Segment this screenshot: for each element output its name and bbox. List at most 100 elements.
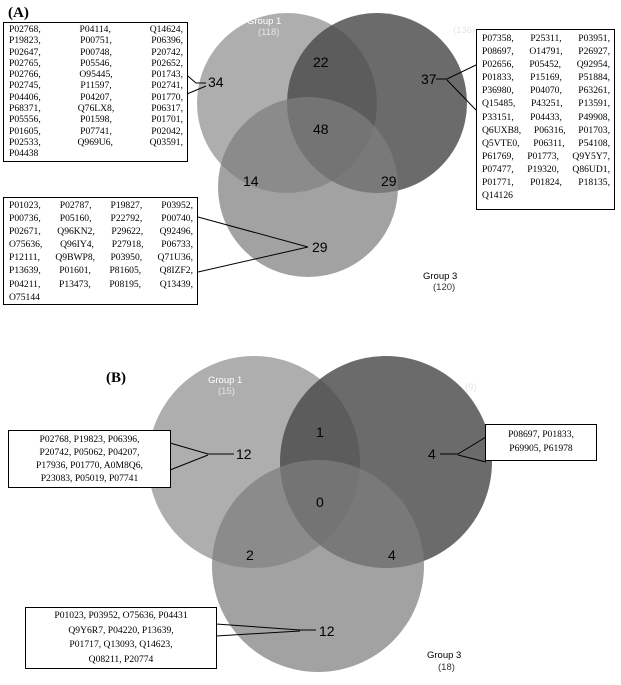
protein-id: Q03591, bbox=[149, 136, 183, 148]
panel-a-leader-group1-b bbox=[186, 85, 207, 95]
protein-id: P04438 bbox=[9, 148, 39, 160]
protein-list-line: P01023, P03952, O75636, P04431 bbox=[54, 610, 188, 621]
protein-id: Q9Y5Y7, bbox=[572, 150, 610, 162]
protein-id: P06316, bbox=[533, 124, 566, 136]
protein-id: P25311, bbox=[530, 33, 562, 44]
protein-list-row: P01023, P02787, P19827, P03952, bbox=[9, 199, 193, 212]
protein-list-row: Q6UXB8, P06316, P01703, bbox=[482, 124, 610, 137]
protein-id: P02533, bbox=[9, 136, 41, 148]
panel-a-group3-name: Group 3 bbox=[423, 271, 457, 282]
protein-id: P01824, bbox=[530, 177, 562, 189]
protein-list-row: P68371, Q76LX8, P06317, bbox=[9, 103, 183, 114]
protein-list-line: P17936, P01770, A0M8Q6, bbox=[36, 460, 143, 471]
protein-id: P02647, bbox=[9, 46, 41, 58]
panel-a-group2-name: Group 2 bbox=[447, 14, 481, 25]
protein-id: P03952, bbox=[161, 200, 193, 211]
protein-id: Q6UXB8, bbox=[482, 124, 522, 136]
panel-a-only-group1-count: 34 bbox=[208, 74, 224, 90]
protein-list-row: Q5VTE0, P06311, P54108, bbox=[482, 137, 610, 150]
protein-id: P07741, bbox=[80, 125, 112, 137]
protein-list-line: P08697, P01833, bbox=[508, 429, 574, 440]
panel-b-only-group3-count: 12 bbox=[319, 623, 335, 639]
protein-id: Q76LX8, bbox=[77, 103, 115, 115]
protein-id: P04207, bbox=[80, 91, 112, 103]
protein-id: P02745, bbox=[9, 80, 41, 92]
protein-list-row: P01833, P15169, P51884, bbox=[482, 71, 610, 84]
protein-id: P02768, bbox=[9, 24, 41, 35]
protein-id: P01023, bbox=[9, 200, 41, 211]
protein-id: Q96IY4, bbox=[60, 239, 94, 251]
protein-id: P01605, bbox=[9, 125, 41, 137]
protein-id: Q14126 bbox=[482, 190, 513, 202]
protein-list-line: P69905, P61978 bbox=[509, 443, 573, 454]
panel-a-group1-protein-list: P02768, P04114, Q14624, P19823, P00751, P0639… bbox=[3, 22, 188, 162]
protein-id: P27918, bbox=[111, 239, 144, 251]
protein-list-row: P02745, P11597, P02741, bbox=[9, 80, 183, 91]
protein-id: P01833, bbox=[482, 72, 514, 84]
protein-list-row: O75144 bbox=[9, 291, 193, 304]
protein-list-row: P36980, P04070, P63261, bbox=[482, 84, 610, 97]
protein-id: P13473, bbox=[59, 278, 91, 290]
protein-id: P02766, bbox=[9, 69, 41, 81]
protein-id: P63261, bbox=[578, 85, 610, 97]
protein-id: Q13439, bbox=[159, 278, 193, 290]
protein-id: P00748, bbox=[80, 46, 112, 58]
protein-list-line: P01717, Q13093, Q14623, bbox=[69, 639, 173, 650]
protein-id: P49908, bbox=[578, 111, 610, 123]
protein-id: Q92496, bbox=[159, 226, 193, 238]
protein-id: P54108, bbox=[578, 137, 610, 149]
panel-b: (B) Group 1 (15) Group 2 (9) Group 3 (18… bbox=[106, 356, 492, 673]
protein-id: P26927, bbox=[578, 46, 610, 58]
panel-b-group1-name: Group 1 bbox=[208, 375, 242, 386]
panel-a: (A) Group 1 (118) Group 2 (136) Group 3 … bbox=[8, 5, 481, 293]
protein-id: P11597, bbox=[80, 80, 112, 92]
protein-id: P01598, bbox=[80, 114, 112, 126]
protein-list-row: P00736, P05160, P22792, P00740, bbox=[9, 212, 193, 225]
protein-id: P13639, bbox=[9, 265, 41, 277]
panel-b-group3-name: Group 3 bbox=[427, 650, 461, 661]
panel-b-group2-3-count: 4 bbox=[388, 547, 396, 563]
protein-id: P02042, bbox=[151, 125, 183, 137]
protein-id: Q969U6, bbox=[77, 136, 113, 148]
protein-list-row: P08697, O14791, P26927, bbox=[482, 45, 610, 58]
protein-id: P04433, bbox=[530, 111, 562, 123]
protein-id: P06396, bbox=[151, 35, 183, 47]
panel-a-only-group2-count: 37 bbox=[421, 71, 437, 87]
protein-list-row: P02656, P05452, Q92954, bbox=[482, 58, 610, 71]
panel-b-group3-circle bbox=[212, 460, 424, 672]
protein-id: P01601, bbox=[59, 265, 91, 277]
protein-id: P05556, bbox=[9, 114, 41, 126]
protein-list-row: P61769, P01773, Q9Y5Y7, bbox=[482, 150, 610, 163]
protein-id: P15169, bbox=[530, 72, 562, 84]
protein-id: P07477, bbox=[482, 163, 514, 175]
protein-list-row: P19823, P00751, P06396, bbox=[9, 35, 183, 46]
protein-id: P06733, bbox=[161, 239, 193, 251]
protein-id: P03951, bbox=[578, 33, 610, 44]
protein-list-row: P01771, P01824, P18135, bbox=[482, 176, 610, 189]
protein-id: P01770, bbox=[151, 91, 183, 103]
protein-id: P01701, bbox=[151, 114, 183, 126]
panel-b-group2-protein-list: P08697, P01833, P69905, P61978 bbox=[485, 424, 597, 461]
protein-id: P01743, bbox=[151, 69, 183, 81]
panel-a-leader-group3-b bbox=[197, 246, 309, 273]
protein-id: Q71U36, bbox=[157, 252, 193, 264]
protein-id: P04114, bbox=[79, 24, 111, 35]
protein-list-row: P01605, P07741, P02042, bbox=[9, 126, 183, 137]
protein-id: O75144 bbox=[9, 291, 40, 303]
protein-list-line: P02768, P19823, P06396, bbox=[39, 434, 140, 445]
protein-id: P43251, bbox=[530, 98, 563, 110]
panel-b-leader-lines bbox=[169, 436, 487, 637]
protein-id: P01771, bbox=[482, 177, 514, 189]
panel-a-group1-count: (118) bbox=[258, 27, 279, 38]
protein-id: P03950, bbox=[110, 252, 143, 264]
protein-list-row: P02768, P04114, Q14624, bbox=[9, 24, 183, 35]
protein-list-row: Q14126 bbox=[482, 189, 610, 202]
panel-a-leader-lines bbox=[162, 54, 477, 273]
protein-list-row: O75636, Q96IY4, P27918, P06733, bbox=[9, 238, 193, 251]
panel-a-group3-count: (120) bbox=[433, 282, 455, 293]
protein-id: Q9BWP8, bbox=[55, 252, 96, 264]
panel-b-only-group1-count: 12 bbox=[236, 446, 252, 462]
panel-b-group1-3-count: 2 bbox=[246, 547, 254, 563]
protein-id: P19823, bbox=[9, 35, 41, 47]
